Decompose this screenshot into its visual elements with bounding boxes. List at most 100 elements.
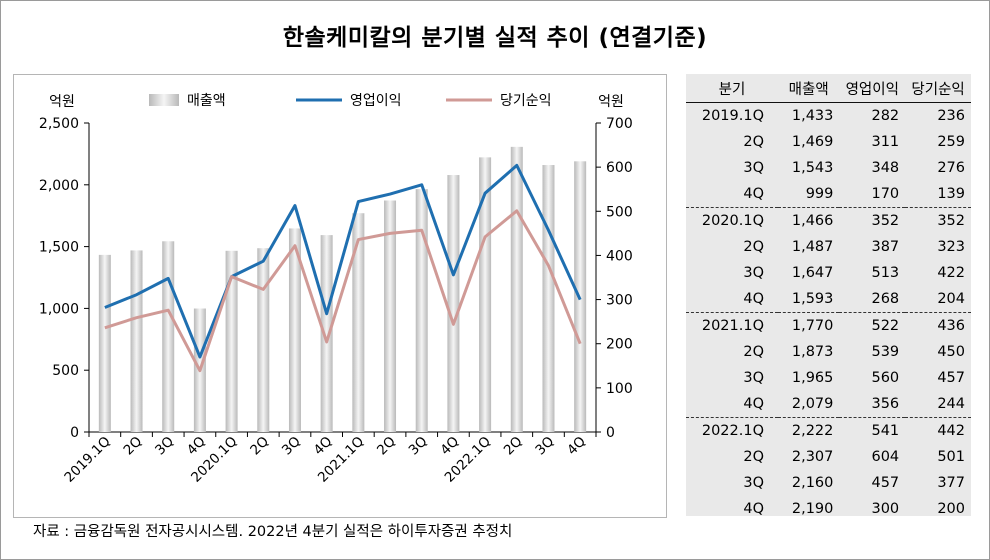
right-tick-label: 0 [606, 425, 615, 441]
left-tick-label: 2,000 [39, 178, 79, 194]
x-tick-label: 3Q [406, 434, 431, 459]
table-cell-value: 2,222 [791, 423, 834, 439]
x-tick-label: 2Q [247, 434, 272, 459]
table-cell-value: 200 [937, 501, 965, 517]
legend-label: 영업이익 [350, 93, 402, 109]
bar-revenue [288, 228, 301, 432]
table-cell-value: 2,079 [778, 391, 840, 418]
right-tick-label: 200 [606, 337, 633, 353]
table-header-cell: 영업이익 [839, 74, 906, 103]
bar-revenue [130, 250, 143, 432]
table-row: 3Q 1,543 348 276 [686, 155, 971, 181]
x-tick-label: 2019.1Q [61, 434, 113, 486]
x-tick-label: 3Q [532, 434, 557, 459]
table-cell-quarter: 2019.1Q [701, 108, 764, 124]
table-cell-value: 442 [937, 423, 965, 439]
table-cell-value: 2,160 [791, 475, 834, 491]
table-cell-value: 139 [905, 181, 971, 208]
line-operating-profit [104, 163, 582, 359]
table-cell-value: 541 [871, 423, 900, 439]
table-row: 3Q 2,160 457 377 [686, 470, 971, 496]
table-cell-quarter: 2Q [743, 344, 764, 360]
table-cell-value: 259 [937, 134, 965, 150]
table-row: 3Q 1,965 560 457 [686, 365, 971, 391]
table-cell-value: 2,307 [791, 449, 834, 465]
table-cell-quarter: 4Q [686, 286, 778, 313]
table-cell-value: 377 [937, 475, 965, 491]
data-table: 분기 매출액 영업이익 당기순익 2019.1Q 1,433 282 236 2Q 1,469 3… [686, 74, 971, 522]
table-row: 2020.1Q 1,466 352 352 [686, 208, 971, 235]
legend: 매출액 영업이익 당기순익 [149, 93, 552, 109]
bar-revenue [384, 200, 397, 432]
x-tick-label: 4Q [311, 434, 336, 459]
legend-label: 당기순익 [500, 93, 552, 109]
plot-area: 억원 억원 0 500 1,000 1,500 2,000 2,500 0 100 200 300 40… [39, 94, 633, 486]
left-tick-label: 1,500 [39, 240, 79, 256]
table-cell-value: 323 [937, 239, 965, 255]
table-cell-quarter: 3Q [743, 475, 764, 491]
x-tick-label: 3Q [152, 434, 177, 459]
bar-revenue [320, 235, 333, 432]
table-cell-value: 268 [839, 286, 906, 313]
table-cell-value: 1,433 [791, 108, 834, 124]
table-header-cell: 분기 [686, 74, 778, 103]
bar-revenue [162, 241, 175, 432]
chart-title: 한솔케미칼의 분기별 실적 추이 (연결기준) [282, 25, 708, 51]
x-tick-label: 4Q [184, 434, 209, 459]
data-table-panel: 분기 매출액 영업이익 당기순익 2019.1Q 1,433 282 236 2Q 1,469 3… [686, 74, 971, 517]
table-cell-value: 311 [871, 134, 900, 150]
table-row: 2019.1Q 1,433 282 236 [686, 103, 971, 130]
table-cell-value: 560 [871, 370, 900, 386]
table-cell-value: 204 [905, 286, 971, 313]
table-cell-value: 236 [937, 108, 965, 124]
table-cell-value: 300 [871, 501, 900, 517]
left-tick-label: 0 [70, 425, 79, 441]
table-cell-quarter: 3Q [743, 370, 764, 386]
table-row: 4Q 1,593 268 204 [686, 286, 971, 313]
right-tick-label: 600 [606, 160, 633, 176]
left-axis-unit: 억원 [49, 94, 75, 110]
table-cell-value: 1,965 [791, 370, 834, 386]
table-cell-value: 501 [937, 449, 965, 465]
table-cell-quarter: 2Q [743, 134, 764, 150]
right-tick-label: 100 [606, 381, 633, 397]
left-tick-label: 1,000 [39, 301, 79, 317]
right-tick-label: 700 [606, 116, 633, 132]
table-body: 2019.1Q 1,433 282 236 2Q 1,469 311 259 3Q 1,543 34… [686, 103, 971, 523]
table-cell-value: 276 [937, 160, 965, 176]
table-cell-value: 539 [871, 344, 900, 360]
bar-revenue [479, 157, 492, 432]
table-cell-value: 422 [937, 265, 965, 281]
table-cell-value: 1,770 [791, 318, 834, 334]
table-cell-quarter: 4Q [743, 501, 764, 517]
table-cell-quarter: 2021.1Q [701, 318, 764, 334]
table-cell-value: 352 [871, 213, 900, 229]
table-cell-value: 999 [778, 181, 840, 208]
table-cell-value: 1,466 [791, 213, 834, 229]
table-cell-value: 457 [871, 475, 900, 491]
table-row: 2Q 1,873 539 450 [686, 339, 971, 365]
bar-revenue [447, 175, 460, 433]
table-row: 2Q 2,307 604 501 [686, 444, 971, 470]
table-cell-quarter: 3Q [743, 160, 764, 176]
table-cell-value: 513 [871, 265, 900, 281]
right-tick-label: 300 [606, 293, 633, 309]
right-tick-label: 500 [606, 204, 633, 220]
left-tick-label: 2,500 [39, 116, 79, 132]
table-cell-value: 1,469 [791, 134, 834, 150]
x-tick-label: 4Q [564, 434, 589, 459]
table-row: 2Q 1,469 311 259 [686, 129, 971, 155]
table-cell-value: 1,647 [791, 265, 834, 281]
legend-swatch-revenue [149, 94, 179, 106]
table-header-row: 분기 매출액 영업이익 당기순익 [686, 74, 971, 103]
right-axis-unit: 억원 [598, 94, 624, 110]
right-tick-label: 400 [606, 248, 633, 264]
table-cell-value: 352 [937, 213, 965, 229]
table-cell-quarter: 3Q [743, 265, 764, 281]
bar-revenue [257, 248, 270, 432]
table-cell-value: 1,487 [791, 239, 834, 255]
table-row: 2Q 1,487 387 323 [686, 234, 971, 260]
bar-revenue [542, 165, 555, 433]
table-cell-value: 356 [839, 391, 906, 418]
table-header-cell: 매출액 [778, 74, 840, 103]
